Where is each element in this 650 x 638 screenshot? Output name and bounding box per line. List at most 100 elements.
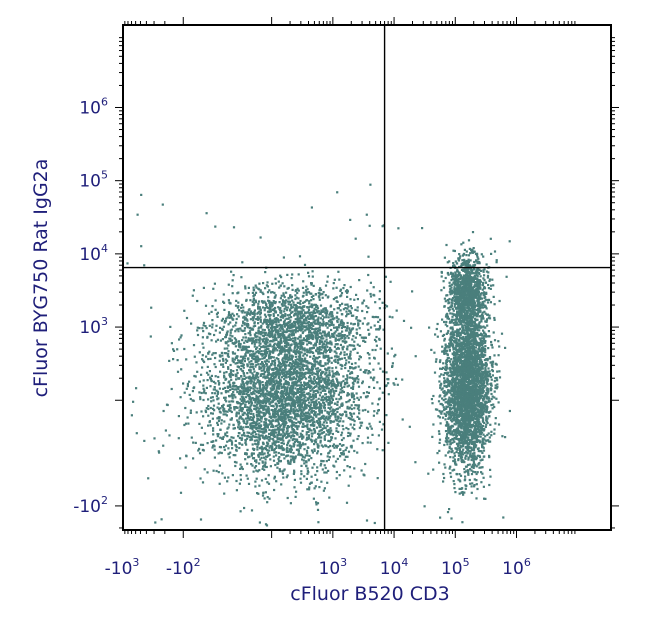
event-dot: [305, 364, 308, 367]
event-dot: [332, 411, 335, 414]
event-dot: [353, 398, 356, 401]
event-dot: [290, 384, 293, 387]
event-dot: [298, 398, 301, 401]
event-dot: [259, 290, 262, 293]
event-dot: [368, 362, 371, 365]
event-dot: [317, 413, 320, 416]
event-dot: [243, 400, 246, 403]
event-dot: [259, 353, 263, 356]
event-dot: [276, 411, 279, 414]
event-dot: [259, 406, 262, 410]
event-dot: [256, 378, 259, 382]
event-dot: [335, 326, 338, 329]
event-dot: [269, 355, 272, 358]
event-dot: [310, 457, 313, 460]
event-dot: [241, 379, 244, 382]
event-dot: [296, 427, 299, 430]
event-dot: [221, 437, 224, 440]
event-dot: [311, 451, 314, 454]
event-dot: [279, 424, 283, 427]
event-dot: [362, 371, 365, 374]
event-dot: [342, 324, 345, 328]
event-dot: [214, 365, 217, 369]
event-dot: [326, 310, 329, 313]
event-dot: [233, 358, 236, 361]
event-dot: [281, 406, 285, 409]
event-dot: [241, 362, 244, 365]
event-dot: [252, 457, 256, 460]
event-dot: [261, 448, 264, 451]
event-dot: [321, 468, 324, 471]
event-dot: [219, 436, 222, 439]
event-dot: [258, 469, 261, 472]
event-dot: [269, 357, 272, 360]
event-dot: [312, 309, 315, 313]
event-dot: [305, 386, 308, 389]
event-dot: [282, 364, 285, 367]
event-dot: [329, 323, 333, 326]
event-dot: [287, 410, 290, 413]
event-dot: [231, 474, 234, 477]
event-dot: [317, 391, 320, 394]
event-dot: [323, 350, 326, 353]
event-dot: [266, 350, 269, 353]
event-dot: [306, 339, 309, 342]
event-dot: [283, 432, 286, 435]
event-dot: [287, 336, 290, 339]
event-dot: [269, 350, 272, 353]
event-dot: [270, 320, 274, 323]
event-dot: [243, 341, 246, 344]
event-dot: [232, 325, 235, 328]
event-dot: [278, 323, 281, 326]
event-dot: [339, 289, 342, 292]
event-dot: [311, 351, 314, 354]
event-dot: [236, 306, 239, 309]
event-dot: [302, 291, 305, 294]
event-dot: [370, 427, 373, 430]
event-dot: [325, 415, 328, 418]
event-dot: [282, 294, 285, 297]
event-dot: [240, 427, 243, 430]
event-dot: [299, 348, 302, 351]
event-dot: [324, 409, 327, 412]
event-dot: [255, 286, 258, 289]
event-dot: [341, 330, 344, 333]
event-dot: [257, 300, 261, 303]
event-dot: [306, 367, 309, 370]
event-dot: [258, 430, 261, 433]
event-dot: [232, 274, 235, 277]
event-dot: [323, 487, 326, 490]
event-dot: [221, 338, 224, 341]
event-dot: [307, 446, 310, 449]
event-dot: [340, 453, 343, 456]
event-dot: [365, 395, 368, 399]
event-dot: [327, 348, 331, 351]
event-dot: [258, 462, 261, 465]
event-dot: [305, 316, 308, 319]
event-dot: [290, 324, 293, 327]
event-dot: [325, 429, 329, 432]
event-dot: [291, 360, 294, 363]
event-dot: [281, 328, 284, 331]
event-dot: [246, 477, 249, 480]
event-dot: [242, 366, 245, 369]
event-dot: [268, 415, 271, 418]
event-dot: [225, 331, 229, 334]
event-dot: [349, 357, 352, 360]
event-dot: [235, 411, 238, 414]
event-dot: [283, 296, 286, 299]
event-dot: [302, 385, 305, 388]
event-dot: [307, 308, 311, 312]
event-dot: [286, 429, 289, 432]
event-dot: [292, 391, 295, 394]
event-dot: [255, 341, 258, 344]
event-dot: [315, 501, 318, 504]
event-dot: [337, 355, 340, 358]
event-dot: [254, 300, 257, 303]
event-dot: [318, 379, 321, 382]
event-dot: [318, 413, 321, 416]
event-dot: [244, 336, 247, 339]
event-dot: [263, 375, 266, 378]
event-dot: [254, 405, 257, 408]
event-dot: [262, 369, 265, 372]
